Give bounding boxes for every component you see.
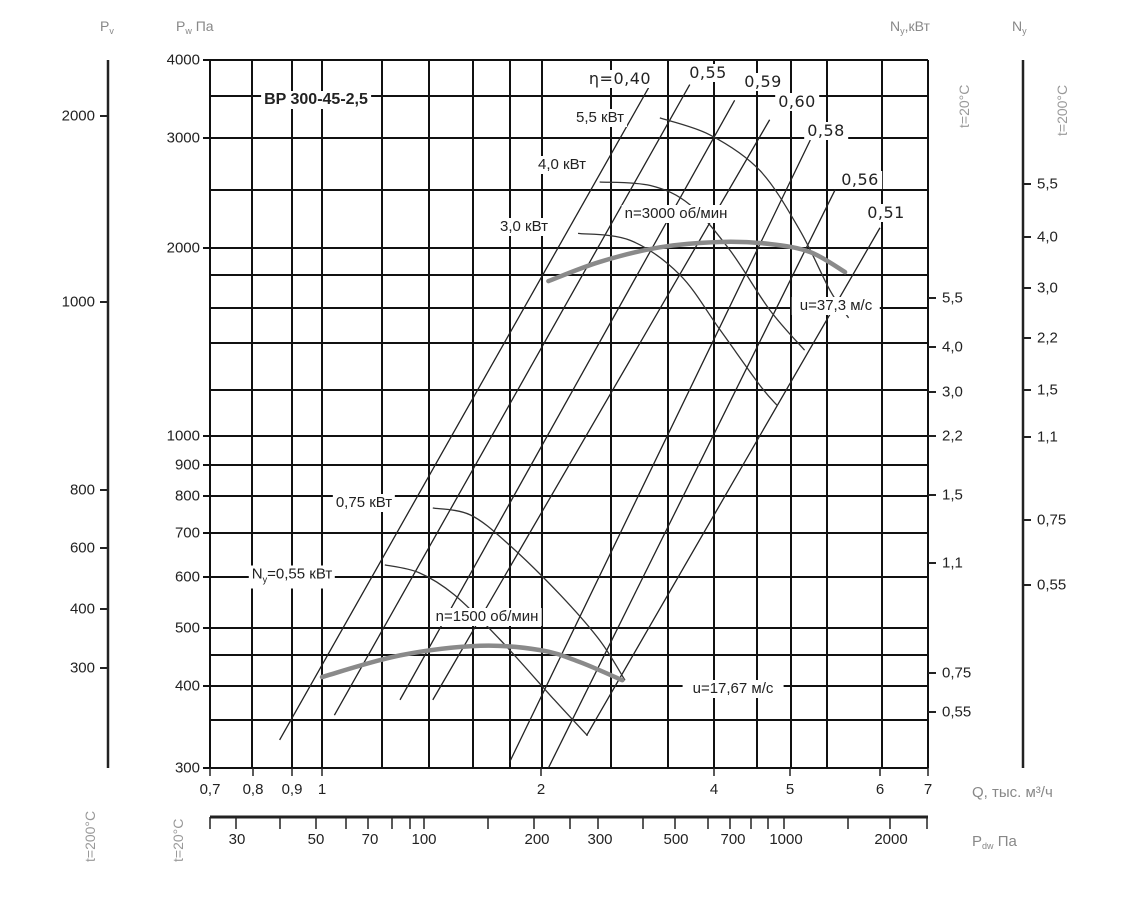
pw-tick-label: 3000 [166, 129, 200, 147]
pdw-temp-note: t=20°C [170, 818, 186, 862]
ny-20-tick-label: 0,75 [942, 664, 972, 682]
pw-tick-label: 600 [174, 568, 200, 586]
pw-tick-label: 300 [174, 759, 200, 777]
ny-20-tick-label: 2,2 [942, 427, 963, 445]
x-tick-label: 1 [317, 781, 327, 798]
ny-200-axis-title: Ny [1012, 18, 1027, 36]
pdw-tick-label: 30 [228, 831, 246, 848]
pv-tick-label: 300 [69, 659, 95, 677]
eta-label: 0,55 [686, 64, 730, 82]
chart-title: BP 300-45-2,5 [261, 91, 371, 109]
grid [203, 59, 929, 769]
x-tick-label: 0,9 [281, 781, 303, 798]
eta-label: η=0,40 [585, 70, 655, 88]
pw-tick-label: 700 [174, 524, 200, 542]
ny-200-tick-label: 3,0 [1037, 279, 1058, 297]
pdw-tick-label: 100 [411, 831, 437, 848]
ny-20-tick-label: 4,0 [942, 338, 963, 356]
ny-20-tick-label: 0,55 [942, 703, 972, 721]
tip-speed-label: u=37,3 м/с [791, 297, 881, 315]
pv-tick-label: 2000 [61, 107, 95, 125]
eta-label: 0,51 [864, 204, 908, 222]
ny-200-tick-label: 5,5 [1037, 175, 1058, 193]
pw-tick-label: 2000 [166, 239, 200, 257]
pw-tick-label: 400 [174, 677, 200, 695]
pdw-tick-label: 200 [524, 831, 550, 848]
power-label: 5,5 кВт [573, 109, 627, 127]
speed-label: n=1500 об/мин [432, 608, 542, 626]
fan-curve [546, 239, 848, 284]
eta-label: 0,56 [838, 171, 882, 189]
ny-200-tick-label: 4,0 [1037, 228, 1058, 246]
power-curve [599, 181, 806, 351]
pdw-tick-label: 70 [361, 831, 379, 848]
ny-200-tick-label: 2,2 [1037, 329, 1058, 347]
pv-temp-note: t=200°C [82, 810, 98, 862]
power-curves [384, 117, 850, 737]
efficiency-line [399, 99, 736, 701]
fan-curves [319, 239, 848, 683]
power-label: 0,75 кВт [332, 494, 396, 512]
power-label: Ny=0,55 кВт [248, 565, 336, 589]
efficiency-line [547, 189, 836, 769]
pdw-tick-label: 300 [587, 831, 613, 848]
ny-20-tick-label: 1,1 [942, 554, 963, 572]
pw-tick-label: 4000 [166, 51, 200, 69]
ny-20-tick-label: 3,0 [942, 383, 963, 401]
ny-20-tick-label: 1,5 [942, 486, 963, 504]
x-tick-label: 0,8 [242, 781, 264, 798]
x-tick-label: 5 [785, 781, 795, 798]
power-curve [384, 564, 589, 737]
pdw-tick-label: 2000 [874, 831, 908, 848]
ny-20-tick-label: 5,5 [942, 289, 963, 307]
ny-200-tick-label: 0,55 [1037, 576, 1067, 594]
power-label: 3,0 кВт [497, 218, 551, 236]
eta-label: 0,60 [775, 93, 819, 111]
power-label: 4,0 кВт [535, 156, 589, 174]
x-tick-label: 4 [709, 781, 719, 798]
x-tick-label: 2 [536, 781, 546, 798]
fan-curve [319, 643, 625, 683]
efficiency-lines [279, 84, 881, 769]
speed-label: n=3000 об/мин [621, 205, 731, 223]
pv-tick-label: 800 [69, 481, 95, 499]
pw-tick-label: 1000 [166, 427, 200, 445]
pv-tick-label: 600 [69, 539, 95, 557]
x-tick-label: 6 [875, 781, 885, 798]
pw-tick-label: 800 [174, 487, 200, 505]
eta-label: 0,59 [741, 73, 785, 91]
tip-speed-label: u=17,67 м/с [682, 680, 784, 698]
pw-tick-label: 500 [174, 619, 200, 637]
power-curve [659, 117, 850, 319]
x-tick-label: 7 [923, 781, 933, 798]
x-axis-title: Q, тыс. м³/ч [972, 784, 1053, 801]
ny-200-temp-note: t=200°C [1054, 84, 1070, 136]
power-curve [432, 507, 626, 681]
x-tick-label: 0,7 [199, 781, 221, 798]
pdw-tick-label: 700 [720, 831, 746, 848]
pv-tick-label: 1000 [61, 293, 95, 311]
ny-200-tick-label: 0,75 [1037, 511, 1067, 529]
ny-200-tick-label: 1,5 [1037, 381, 1058, 399]
axes [100, 60, 1031, 829]
pw-tick-label: 900 [174, 456, 200, 474]
efficiency-line [333, 84, 691, 716]
pdw-tick-label: 500 [663, 831, 689, 848]
pw-axis-title: Pw Па [176, 18, 214, 36]
pv-axis-title: Pv [100, 18, 114, 36]
eta-label: 0,58 [804, 122, 848, 140]
pdw-tick-label: 50 [307, 831, 325, 848]
ny-20-temp-note: t=20°C [956, 84, 972, 128]
power-curve [577, 232, 779, 407]
pdw-tick-label: 1000 [769, 831, 803, 848]
efficiency-line [279, 84, 651, 741]
pdw-axis-title: Pdw Па [972, 833, 1017, 851]
ny-20-axis-title: Ny,кВт [890, 18, 930, 36]
ny-200-tick-label: 1,1 [1037, 428, 1058, 446]
pv-tick-label: 400 [69, 600, 95, 618]
